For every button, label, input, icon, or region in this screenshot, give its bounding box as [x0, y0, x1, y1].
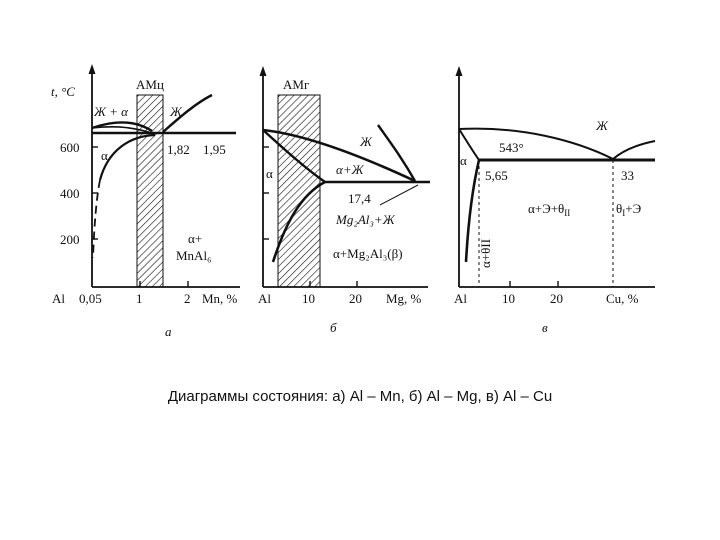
panel-a-liquidus-right	[162, 93, 213, 133]
panel-c-label-alpha-e-theta: α+Э+θII	[528, 201, 570, 218]
panel-a-y-tick-400: 400	[60, 186, 80, 201]
panel-b-label-alpha: α	[266, 166, 273, 181]
panel-a-solvus	[98, 133, 156, 181]
figure-caption: Диаграммы состояния: а) Al – Mn, б) Al –…	[167, 388, 553, 405]
panel-a-x-tick-1: 1	[136, 291, 143, 306]
panel-b-liquidus-left	[262, 128, 416, 183]
panel-a-label-alpha: α	[101, 148, 108, 163]
panel-b-pointer	[379, 184, 419, 206]
panel-b-x-tick-20: 20	[349, 291, 362, 306]
panel-b-letter: б	[330, 320, 337, 335]
panel-a-y-axis-label: t, °C	[51, 84, 75, 99]
panel-c-label-alpha-theta-ii: α+θII	[478, 239, 493, 268]
panel-b-x-tick-10: 10	[302, 291, 315, 306]
panel-c-liquidus-left	[458, 127, 614, 160]
panel-a-y-tick-600: 600	[60, 140, 80, 155]
panel-a-x-tick-mn: Mn, %	[202, 291, 238, 306]
panel-c-y-arrow	[455, 66, 463, 76]
panel-b-al-mg: Al 10 20 Mg, % АМг Ж α α+Ж 17,4 Mg₂Al₃+Ж…	[258, 66, 430, 335]
panel-c-solidus	[458, 128, 480, 161]
panel-c-label-alpha: α	[460, 153, 467, 168]
panel-a-label-liquid-alpha: Ж + α	[93, 104, 129, 119]
panel-a-solvus-dashed	[92, 179, 101, 259]
panel-c-label-543: 543°	[499, 140, 524, 155]
panel-b-label-alpha-liquid: α+Ж	[336, 162, 365, 177]
panel-c-x-tick-20: 20	[550, 291, 563, 306]
panel-a-label-182: 1,82	[167, 142, 190, 157]
panel-b-x-tick-mg: Mg, %	[386, 291, 422, 306]
panel-c-label-theta-e: θI+Э	[616, 201, 642, 218]
panel-b-x-tick-al: Al	[258, 291, 271, 306]
panel-b-solidus	[262, 129, 326, 183]
panel-b-solvus	[271, 180, 326, 263]
panel-c-label-33: 33	[621, 168, 634, 183]
panel-c-al-cu: Al 10 20 Cu, % Ж 543° α 5,65 33 α+Э+θII …	[454, 66, 656, 335]
panel-a-al-mn: t, °C 600 400 200 Al 0,05 1 2 Mn, % АМц …	[51, 64, 240, 339]
panel-a-x-tick-al: Al	[52, 291, 65, 306]
panel-c-letter: в	[542, 320, 548, 335]
panel-b-label-liquid: Ж	[359, 134, 373, 149]
panel-a-x-tick-005: 0,05	[79, 291, 102, 306]
amts-zone-hatch	[136, 94, 164, 288]
panel-c-solvus	[464, 159, 481, 263]
panel-a-label-alpha-plus: α+	[188, 231, 202, 246]
panel-c-label-565: 5,65	[485, 168, 508, 183]
panel-a-zone-label: АМц	[136, 77, 164, 92]
panel-a-y-arrow	[88, 64, 96, 74]
panel-b-label-mg2al3-liquid: Mg₂Al₃+Ж	[335, 212, 396, 227]
panel-b-label-174: 17,4	[348, 191, 371, 206]
panel-a-y-tick-200: 200	[60, 232, 80, 247]
panel-b-y-arrow	[259, 66, 267, 76]
panel-a-label-mnal6: MnAl₆	[176, 248, 212, 263]
panel-a-letter: а	[165, 324, 172, 339]
panel-c-label-liquid: Ж	[595, 118, 609, 133]
panel-a-label-195: 1,95	[203, 142, 226, 157]
panel-c-x-tick-cu: Cu, %	[606, 291, 639, 306]
panel-c-x-tick-10: 10	[502, 291, 515, 306]
panel-b-zone-label: АМг	[283, 77, 309, 92]
panel-a-x-tick-2: 2	[184, 291, 191, 306]
panel-a-solidus	[91, 126, 153, 134]
panel-b-label-alpha-mg2al3: α+Mg₂Al₃(β)	[333, 246, 403, 261]
panel-c-liquidus-right	[612, 140, 656, 160]
panel-b-liquidus-right	[377, 124, 417, 182]
panel-c-x-tick-al: Al	[454, 291, 467, 306]
panel-a-label-liquid: Ж	[169, 104, 183, 119]
panel-a-liquidus	[91, 121, 153, 133]
